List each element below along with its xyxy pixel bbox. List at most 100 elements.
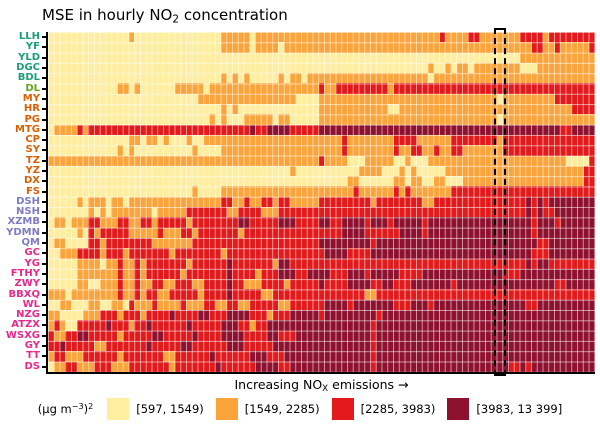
heatmap-row-DX — [48, 176, 596, 187]
heatmap-row-HR — [48, 104, 596, 115]
heatmap-cell-run — [318, 217, 331, 228]
heatmap-cell-run — [191, 134, 204, 146]
heatmap-cell-run — [134, 145, 192, 156]
row-label-HR: HR — [0, 104, 46, 114]
heatmap-cell-run — [48, 83, 118, 94]
heatmap-cell-run — [261, 196, 273, 208]
heatmap-cell-run — [105, 258, 118, 269]
heatmap-cell-run — [226, 310, 250, 321]
heatmap-cell-run — [554, 93, 596, 105]
heatmap-cell-run — [318, 114, 498, 125]
heatmap-cell-run — [157, 299, 181, 311]
heatmap-cell-run — [168, 134, 187, 146]
y-axis-tick — [42, 149, 46, 152]
x-axis-label-text-2: emissions → — [328, 377, 409, 392]
heatmap-cell-run — [140, 83, 175, 94]
y-axis-tick — [42, 262, 46, 265]
row-label-text: CP — [25, 134, 40, 146]
heatmap-cell-run — [140, 279, 152, 290]
heatmap-row-FTHY — [48, 268, 596, 280]
heatmap-cell-run — [341, 227, 365, 238]
heatmap-cell-run — [422, 145, 434, 156]
heatmap-cell-run — [197, 145, 221, 156]
heatmap-cell-run — [53, 237, 66, 249]
heatmap-cell-run — [278, 299, 290, 311]
row-label-text: WL — [22, 298, 40, 310]
heatmap-cell-run — [53, 124, 77, 135]
heatmap-cell-run — [324, 155, 348, 166]
row-label-QM: QM — [0, 238, 46, 248]
heatmap-cell-run — [145, 258, 187, 269]
heatmap-cell-run — [53, 361, 66, 372]
heatmap-cell-run — [566, 155, 590, 166]
heatmap-cell-run — [393, 176, 405, 187]
heatmap-cell-run — [520, 52, 595, 63]
heatmap-cell-run — [65, 361, 77, 372]
heatmap-cell-run — [226, 248, 325, 259]
heatmap-cell-run — [48, 227, 77, 238]
heatmap-cell-run — [197, 227, 239, 238]
heatmap-cell-run — [266, 330, 279, 341]
heatmap-cell-run — [48, 165, 290, 177]
legend-swatch — [447, 398, 470, 420]
chart-title-text: MSE in hourly NO — [42, 6, 173, 24]
heatmap-cell-run — [203, 289, 227, 300]
heatmap-cell-run — [238, 320, 250, 331]
heatmap-cell-run — [128, 217, 141, 228]
heatmap-cell-run — [197, 310, 210, 321]
heatmap-cell-run — [65, 340, 95, 352]
heatmap-cell-run — [261, 279, 285, 290]
heatmap-cell-run — [232, 268, 256, 280]
heatmap-cell-run — [238, 217, 250, 228]
heatmap-cell-run — [249, 217, 279, 228]
heatmap-cell-run — [117, 83, 129, 94]
heatmap-row-DSH — [48, 196, 596, 208]
heatmap-cell-run — [381, 165, 400, 177]
row-label-text: GY — [24, 340, 40, 352]
heatmap-cell-run — [456, 279, 555, 290]
heatmap-cell-run — [520, 32, 544, 43]
heatmap-cell-run — [278, 217, 296, 228]
heatmap-cell-run — [451, 186, 596, 197]
heatmap-cell-run — [347, 248, 371, 259]
heatmap-cell-run — [215, 351, 250, 362]
row-label-text: YDMN — [6, 226, 40, 238]
heatmap-cell-run — [549, 258, 596, 269]
row-label-text: YLD — [18, 51, 40, 63]
heatmap-cell-run — [272, 289, 365, 300]
heatmap-cell-run — [307, 268, 331, 280]
heatmap-cell-run — [220, 186, 354, 197]
heatmap-cell-run — [462, 145, 503, 156]
heatmap-cell-run — [347, 145, 394, 156]
heatmap-cell-run — [145, 268, 181, 280]
row-label-text: DL — [25, 82, 40, 94]
heatmap-cell-run — [347, 134, 394, 146]
y-axis-tick — [42, 200, 46, 203]
legend-bin-label: [1549, 2285) — [244, 402, 320, 416]
heatmap-cell-run — [180, 340, 192, 352]
row-label-text: WSXG — [5, 329, 40, 341]
row-label-YG: YG — [0, 258, 46, 269]
legend-unit-square: 2 — [88, 401, 94, 411]
heatmap-cell-run — [278, 114, 290, 125]
row-label-text: LLH — [18, 31, 40, 43]
heatmap-cell-run — [526, 299, 538, 311]
heatmap-cell-run — [433, 62, 446, 74]
heatmap-cell-run — [364, 155, 394, 166]
row-label-YZ: YZ — [0, 166, 46, 176]
heatmap-cell-run — [266, 320, 371, 331]
row-label-XZMB: XZMB — [0, 217, 46, 227]
heatmap-cell-run — [451, 145, 463, 156]
heatmap-cell-run — [537, 217, 555, 228]
heatmap-cell-run — [76, 330, 89, 341]
heatmap-cell-run — [376, 289, 596, 300]
heatmap-cell-run — [261, 207, 279, 218]
row-label-DGC: DGC — [0, 63, 46, 73]
heatmap-row-BDL — [48, 73, 596, 84]
heatmap-cell-run — [468, 32, 480, 43]
heatmap-cell-run — [48, 155, 319, 166]
heatmap-cell-run — [399, 145, 411, 156]
row-label-text: SY — [25, 144, 40, 156]
heatmap-cell-run — [330, 217, 342, 228]
heatmap-cell-run — [53, 330, 66, 341]
